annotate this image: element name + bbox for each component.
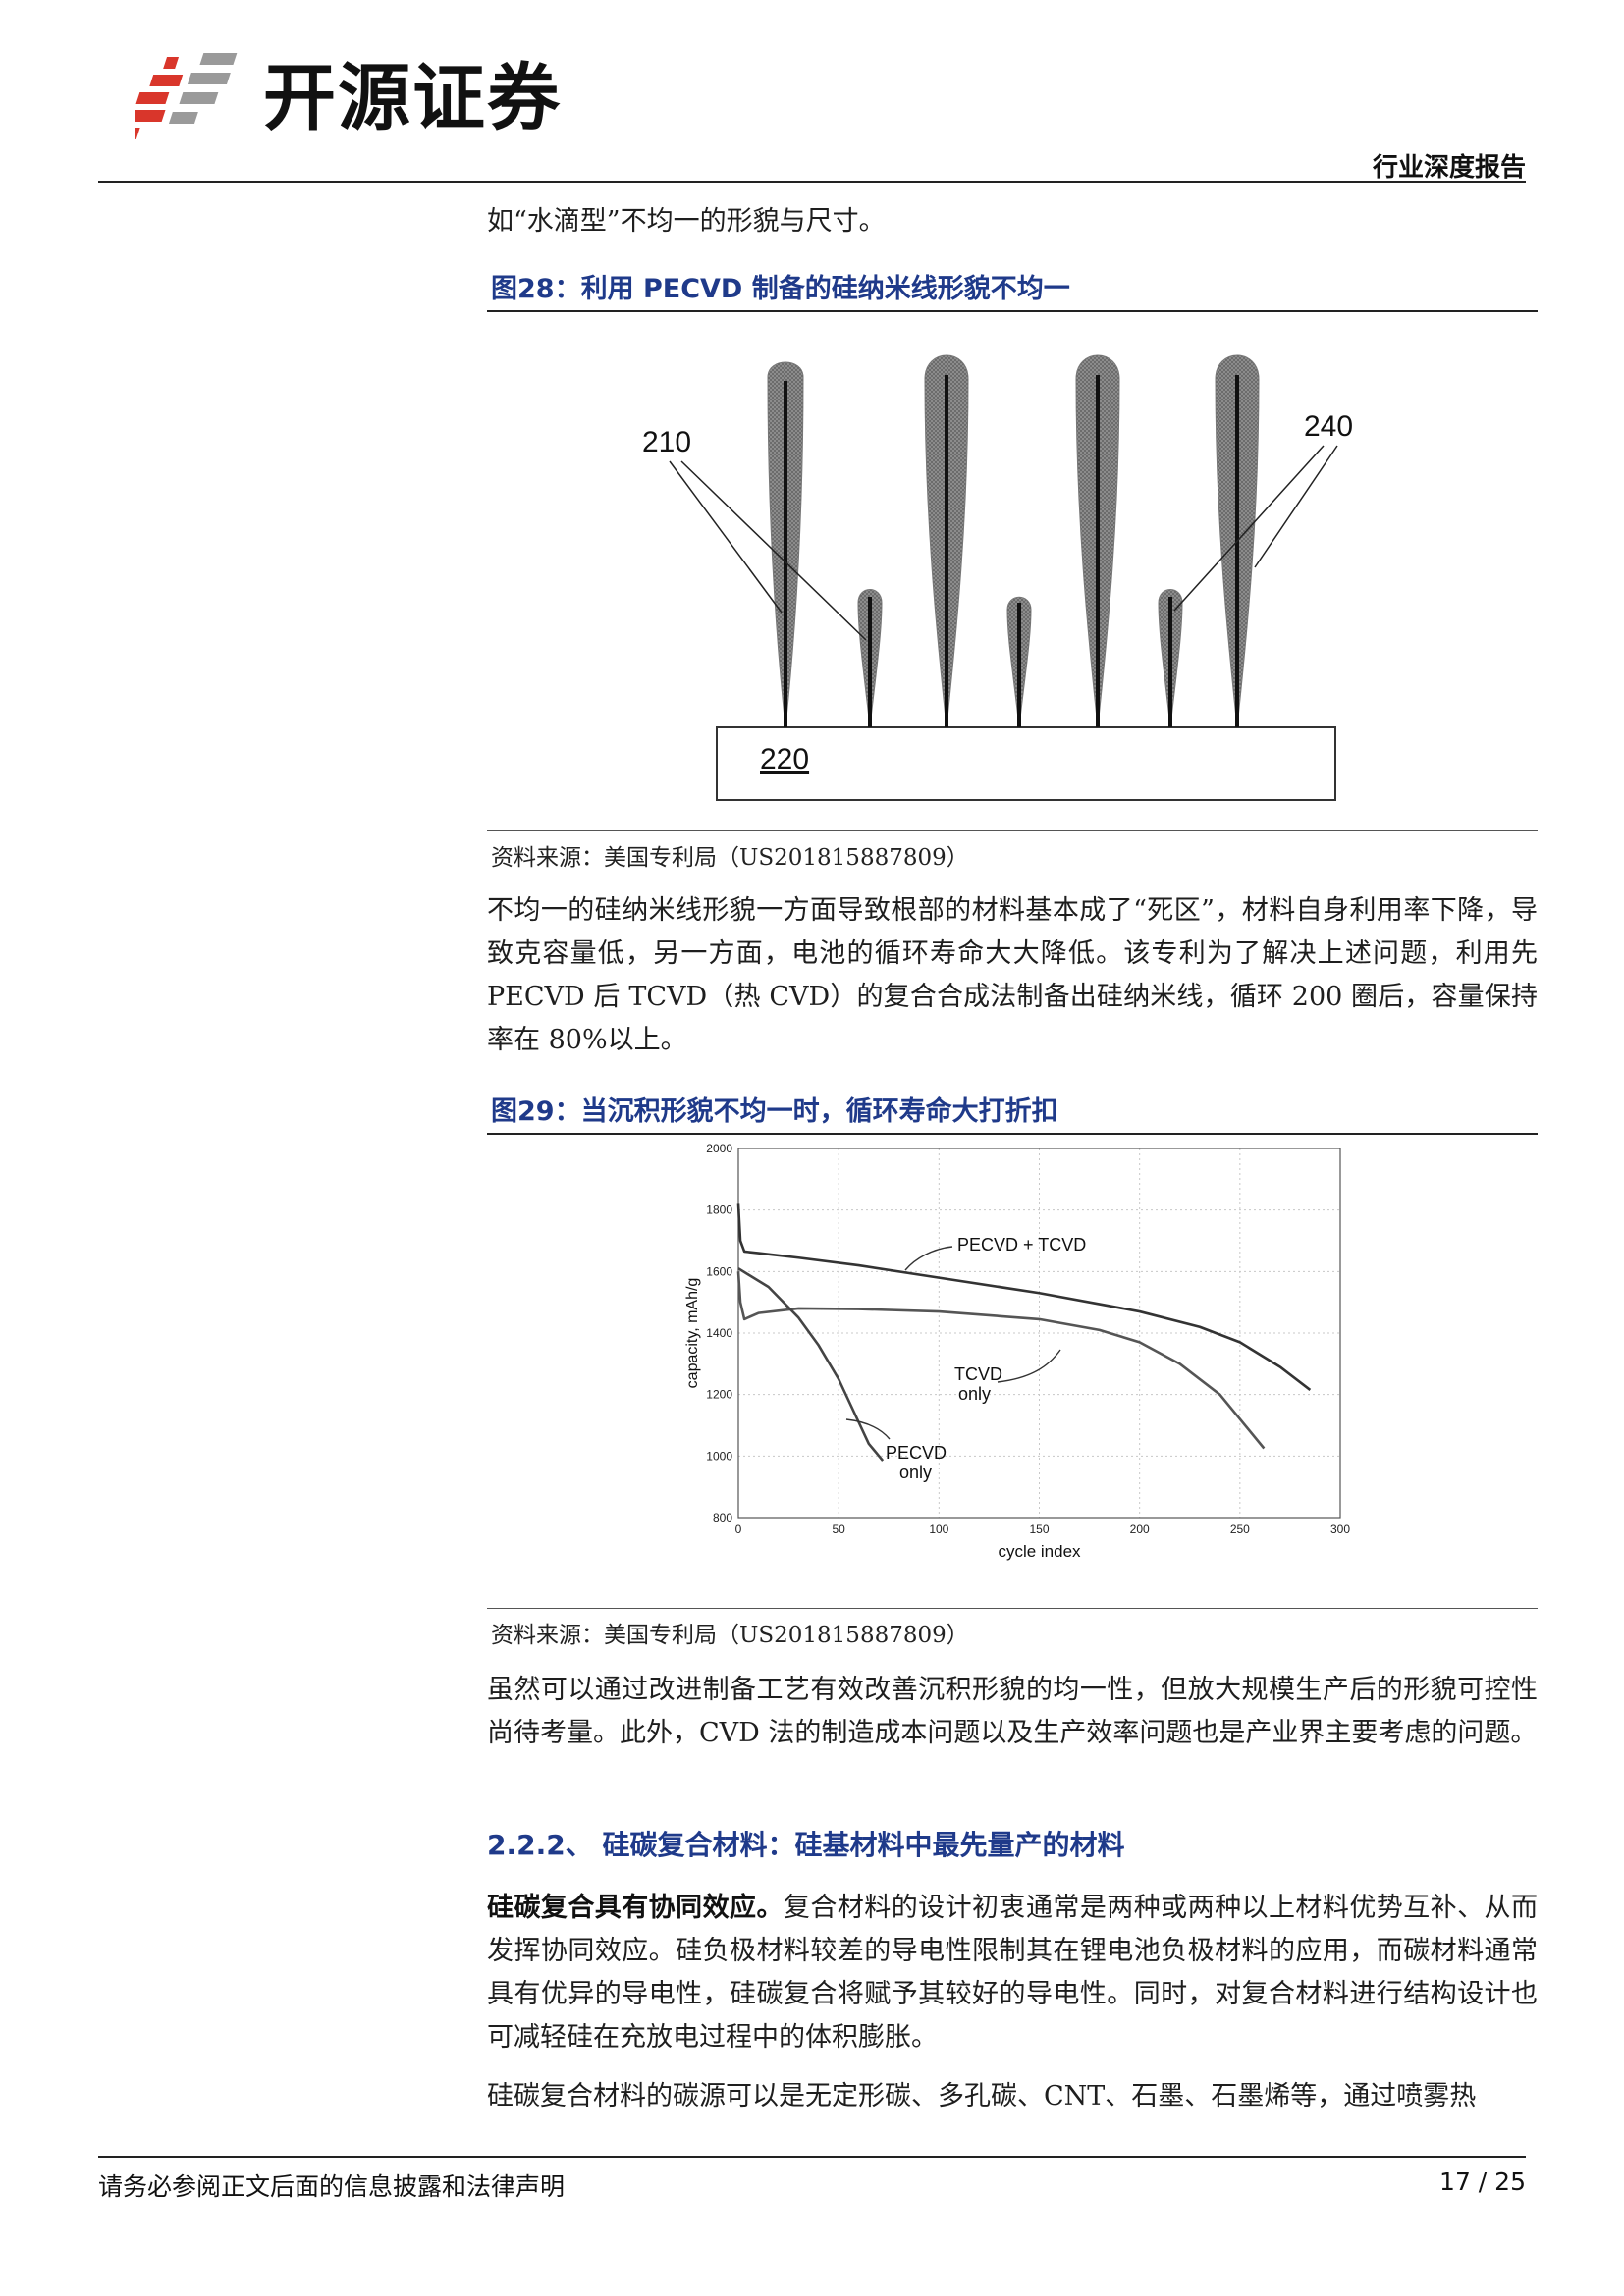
annotation-leader-2 [997,1349,1061,1383]
x-tick-label: 100 [929,1522,948,1536]
label-210: 210 [642,426,691,458]
y-tick-label: 1600 [706,1264,732,1278]
y-tick-label: 1800 [706,1203,732,1217]
x-tick-label: 0 [735,1522,742,1536]
paragraph-3: 硅碳复合具有协同效应。复合材料的设计初衷通常是两种或两种以上材料优势互补、从而发… [487,1887,1538,2059]
paragraph-1: 不均一的硅纳米线形貌一方面导致根部的材料基本成了“死区”，材料自身利用率下降，导… [487,895,1538,1055]
y-tick-label: 2000 [706,1142,732,1155]
report-type-label: 行业深度报告 [1372,153,1526,183]
annotation-leader-1 [904,1246,953,1271]
paragraph-3-lead: 硅碳复合具有协同效应。 [487,1893,784,1923]
footer-divider [98,2156,1526,2158]
figure28-bottom-rule [487,830,1538,831]
y-tick-label: 1400 [706,1326,732,1340]
figure29-cycle-chart: 0 50 100 150 200 250 300 800 1000 1200 1400 1600 180… [684,1142,1350,1561]
figure28-title: 图28：利用 PECVD 制备的硅纳米线形貌不均一 [491,274,1070,304]
figure28-nanowire-diagram: 220 210 240 [642,354,1353,801]
figure28-source: 资料来源：美国专利局（US201815887809） [491,845,969,871]
page-number: 17 / 25 [1439,2167,1526,2196]
series-line-2 [737,1267,885,1462]
plot-frame [737,1148,1341,1519]
y-tick-label: 1000 [706,1449,732,1463]
series-line-1 [736,1271,1266,1450]
paragraph-2: 虽然可以通过改进制备工艺有效改善沉积形貌的均一性，但放大规模生产后的形貌可控性尚… [487,1675,1538,1748]
annotation-tcvd: TCVD [954,1364,1002,1384]
x-tick-label: 50 [832,1522,845,1536]
intro-line: 如“水滴型”不均一的形貌与尺寸。 [487,206,886,237]
section-heading-2-2-2: 2.2.2、 硅碳复合材料：硅基材料中最先量产的材料 [487,1829,1125,1861]
series-line-0 [736,1203,1312,1391]
paragraph-4: 硅碳复合材料的碳源可以是无定形碳、多孔碳、CNT、石墨、石墨烯等，通过喷雾热 [487,2081,1477,2111]
x-tick-label: 200 [1130,1522,1150,1536]
annotation-pecvd-only: only [899,1463,932,1482]
disclaimer-note: 请务必参阅正文后面的信息披露和法律声明 [98,2172,566,2201]
x-tick-label: 250 [1230,1522,1250,1536]
x-tick-label: 300 [1330,1522,1350,1536]
company-name: 开源证券 [263,56,562,140]
x-axis-label: cycle index [998,1542,1081,1561]
figure29-title: 图29：当沉积形貌不均一时，循环寿命大打折扣 [491,1096,1058,1127]
substrate-block [716,726,1336,801]
y-axis-label: capacity, mAh/g [684,1278,701,1389]
figure29-bottom-rule [487,1608,1538,1609]
annotation-pecvd: PECVD [886,1443,947,1463]
annotation-tcvd-only: only [958,1384,991,1404]
label-240: 240 [1304,410,1353,443]
x-tick-label: 150 [1029,1522,1049,1536]
annotation-leader-3 [845,1418,891,1440]
y-tick-label: 800 [713,1511,732,1524]
y-tick-label: 1200 [706,1388,732,1402]
paragraph-3-body: 复合材料的设计初衷通常是两种或两种以上材料优势互补、从而发挥协同效应。硅负极材料… [487,1893,1538,2053]
label-220: 220 [760,743,809,775]
annotation-pecvd-tcvd: PECVD + TCVD [957,1235,1086,1255]
header-divider [98,181,1526,183]
company-logo-icon [135,53,238,139]
figure28-top-rule [487,310,1538,312]
figure29-top-rule [487,1133,1538,1135]
figure29-source: 资料来源：美国专利局（US201815887809） [491,1623,969,1648]
